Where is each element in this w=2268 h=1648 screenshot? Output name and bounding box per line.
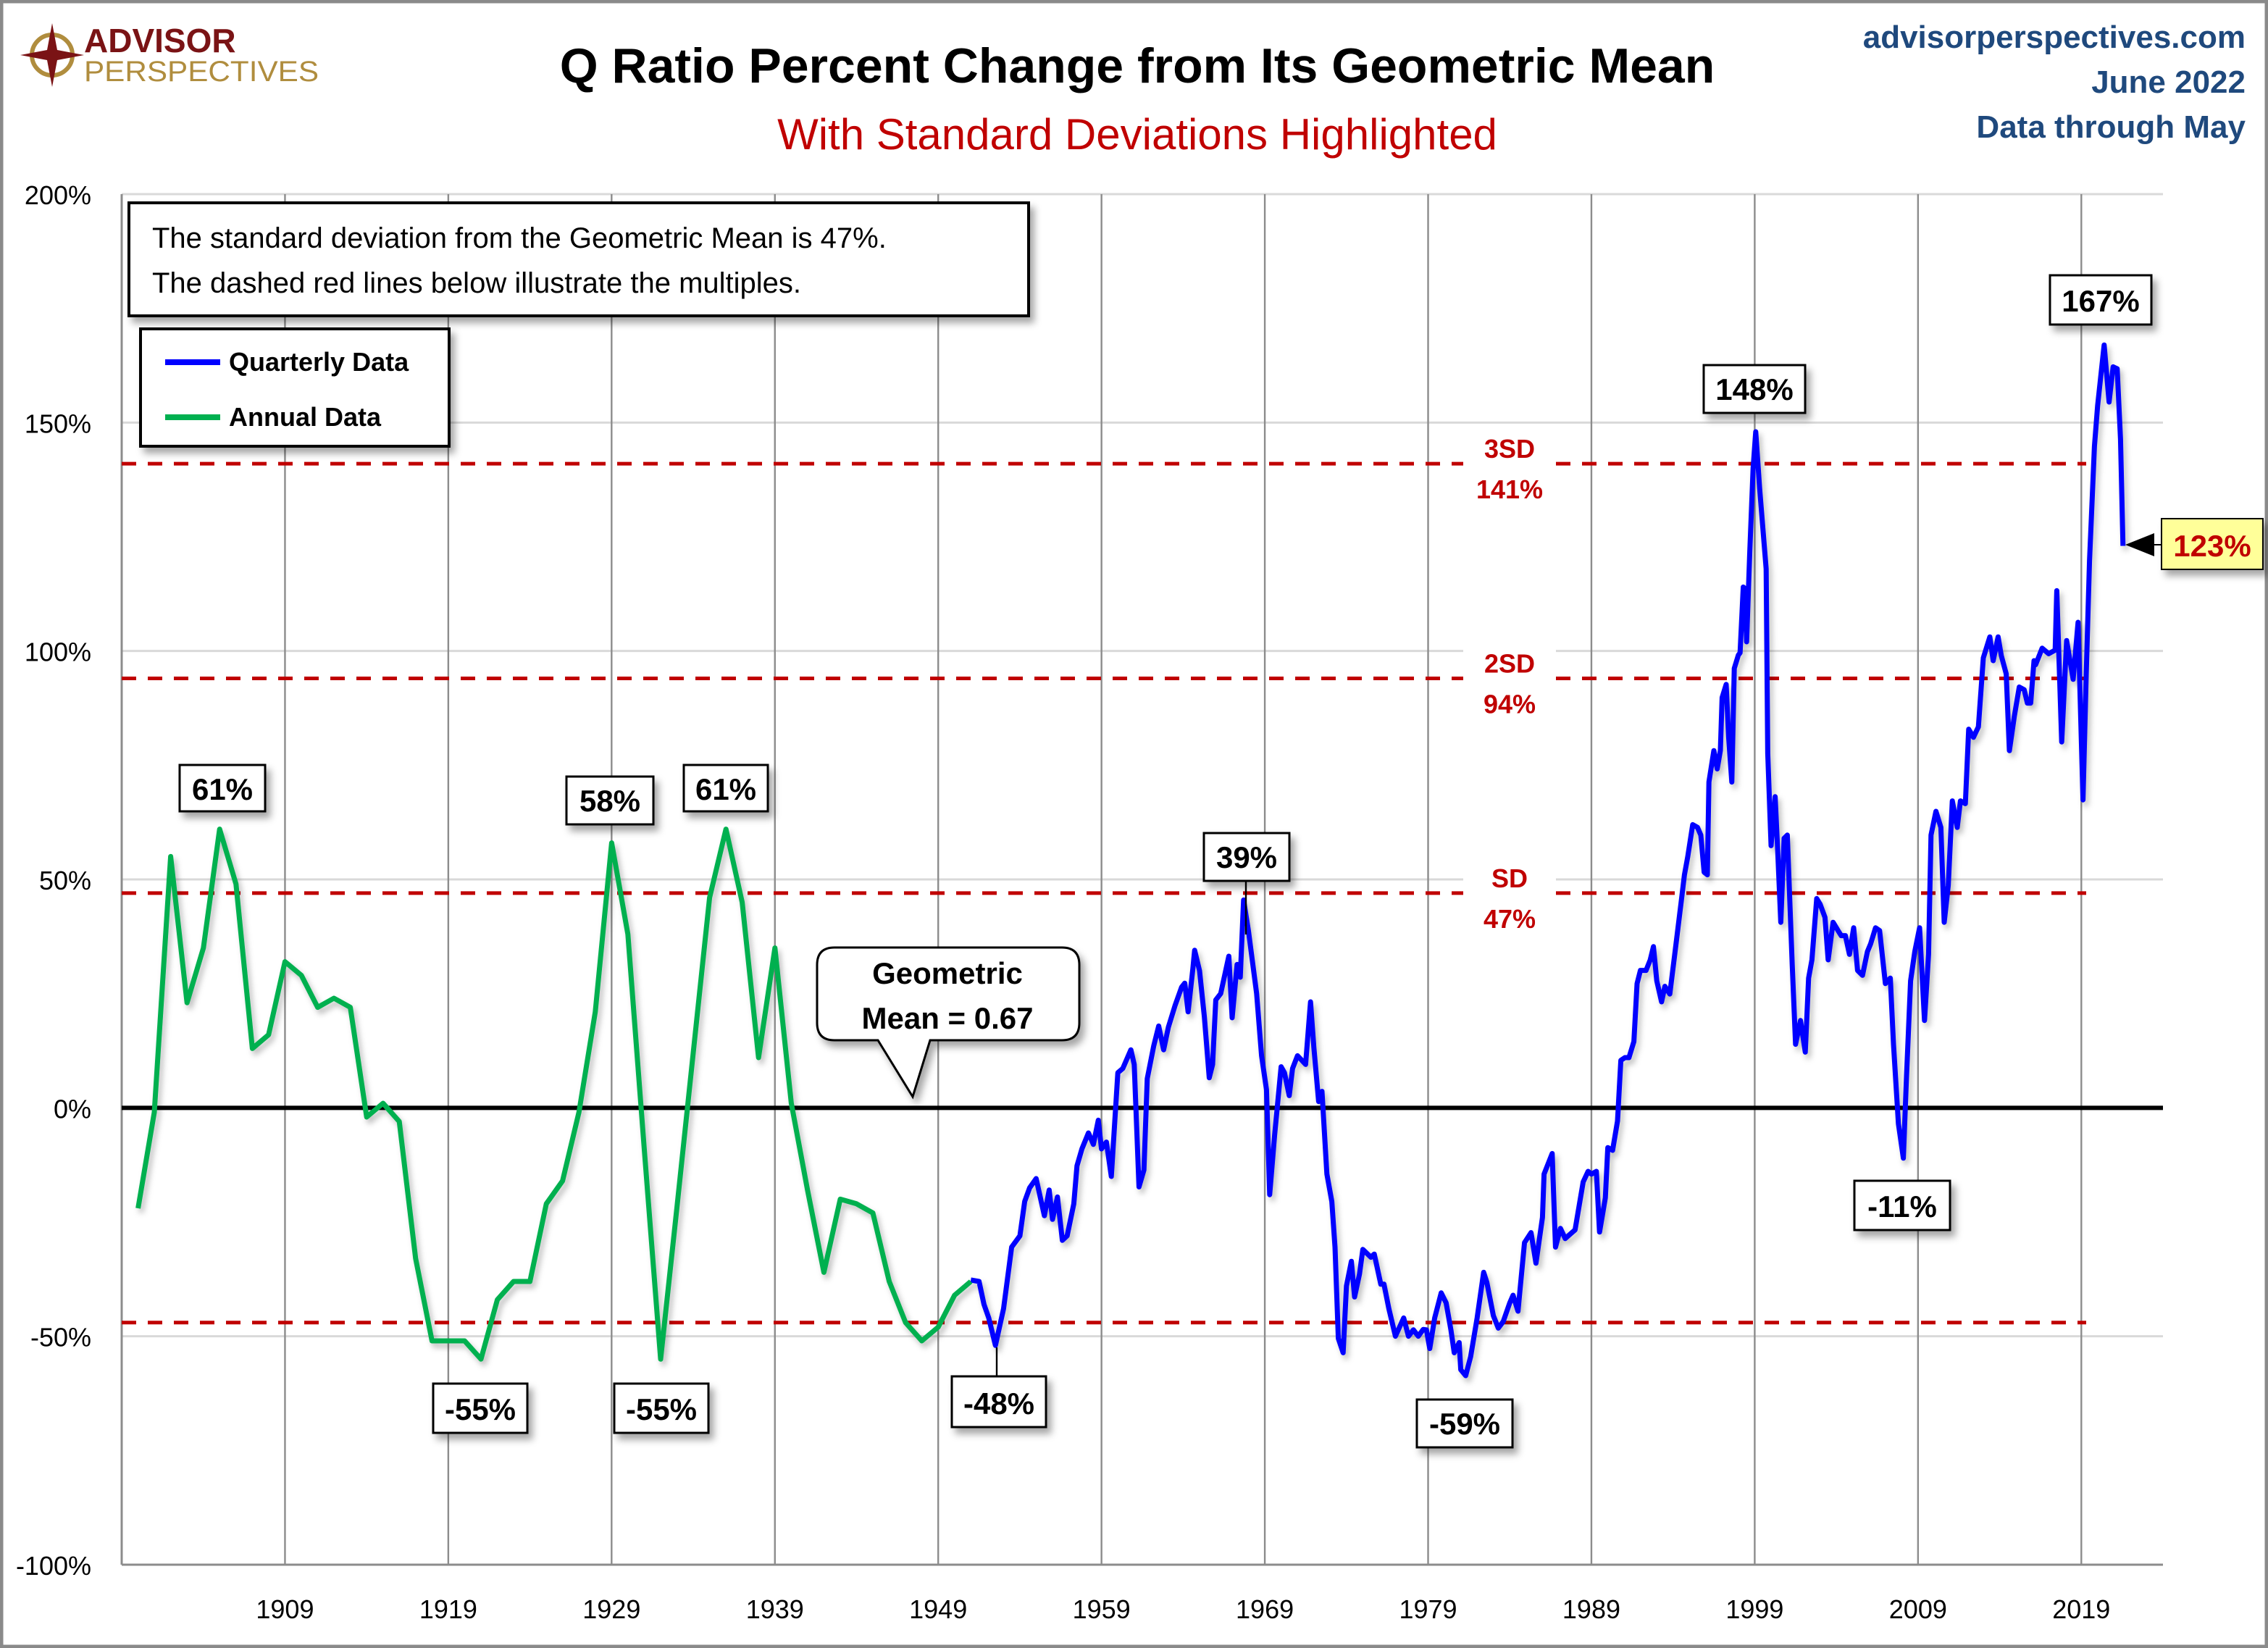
geometric-mean-callout <box>816 946 1081 1100</box>
y-tick-label: -100% <box>16 1551 91 1581</box>
callout-peak-2021: 167% <box>2049 274 2153 326</box>
svg-text:123%: 123% <box>2173 529 2251 563</box>
sd-value-label: 94% <box>1484 690 1536 719</box>
legend-label-annual: Annual Data <box>229 402 382 432</box>
y-tick-label: 50% <box>39 866 91 895</box>
y-tick-label: -50% <box>30 1323 91 1352</box>
x-tick-label: 1919 <box>419 1594 477 1624</box>
callout-peak-1936: 61% <box>682 764 769 813</box>
x-tick-label: 2019 <box>2052 1594 2110 1624</box>
callout-peak-1929: 58% <box>565 775 655 826</box>
svg-text:167%: 167% <box>2062 284 2139 318</box>
quarterly-data-line <box>970 342 2126 1379</box>
svg-text:-48%: -48% <box>963 1386 1034 1421</box>
x-tick-label: 1939 <box>746 1594 804 1624</box>
svg-text:39%: 39% <box>1216 840 1277 874</box>
y-tick-label: 0% <box>54 1094 91 1124</box>
y-tick-label: 150% <box>25 409 91 438</box>
svg-text:58%: 58% <box>579 784 640 818</box>
callout-latest-value: 123% <box>2125 518 2264 570</box>
sd-label-background <box>1463 643 1556 716</box>
legend-label-quarterly: Quarterly Data <box>229 347 409 377</box>
x-tick-label: 1989 <box>1562 1594 1620 1624</box>
callout-trough-1921: -55% <box>432 1382 529 1434</box>
x-tick-label: 1949 <box>909 1594 967 1624</box>
compass-star-icon <box>20 23 84 87</box>
data-through: Data through May <box>1976 109 2246 145</box>
svg-text:148%: 148% <box>1715 372 1793 406</box>
sd-label: 2SD <box>1484 649 1535 679</box>
callout-peak-1999: 148% <box>1702 364 1807 414</box>
note-line-1: The standard deviation from the Geometri… <box>152 222 887 254</box>
site-url: advisorperspectives.com <box>1863 20 2246 55</box>
logo-line-1: ADVISOR <box>84 22 236 59</box>
x-tick-label: 1969 <box>1236 1594 1294 1624</box>
svg-text:-59%: -59% <box>1429 1407 1500 1441</box>
x-tick-label: 1979 <box>1399 1594 1457 1624</box>
svg-text:-55%: -55% <box>445 1392 516 1426</box>
legend: Quarterly Data Annual Data <box>139 327 451 448</box>
sd-value-label: 47% <box>1484 904 1536 934</box>
svg-text:61%: 61% <box>192 772 253 806</box>
x-tick-label: 1959 <box>1073 1594 1131 1624</box>
sd-label-background <box>1463 858 1556 931</box>
logo-line-2: PERSPECTIVES <box>84 56 319 88</box>
callout-trough-1932: -55% <box>613 1382 710 1434</box>
note-box <box>127 201 1030 317</box>
value-callouts: 61% 58% 61% 39% 148% 167% -55% - <box>178 274 2264 1449</box>
x-tick-label: 2009 <box>1889 1594 1947 1624</box>
arrow-left-icon <box>2125 533 2154 556</box>
series-lines <box>135 342 2126 1379</box>
svg-text:61%: 61% <box>695 772 756 806</box>
sd-reference-lines: 3SD 141% 2SD 94% SD 47% <box>122 429 2163 1325</box>
sd-label: 3SD <box>1484 434 1535 464</box>
publish-date: June 2022 <box>2091 64 2246 100</box>
callout-trough-2008: -11% <box>1853 1179 1951 1231</box>
callout-peak-1968: 39% <box>1202 832 1291 934</box>
x-axis-ticks: 1909 1919 1929 1939 1949 1959 1969 1979 1989 1999… <box>256 1594 2110 1624</box>
svg-text:-55%: -55% <box>626 1392 697 1426</box>
x-tick-label: 1929 <box>582 1594 640 1624</box>
advisor-perspectives-logo: ADVISOR PERSPECTIVES <box>20 22 319 88</box>
chart-title: Q Ratio Percent Change from Its Geometri… <box>560 38 1715 93</box>
y-tick-label: 200% <box>25 180 91 210</box>
x-tick-label: 1909 <box>256 1594 314 1624</box>
y-tick-label: 100% <box>25 637 91 667</box>
geometric-mean-line-2: Mean = 0.67 <box>862 1001 1034 1035</box>
callout-trough-1981: -59% <box>1415 1398 1514 1449</box>
note-line-2: The dashed red lines below illustrate th… <box>152 267 801 299</box>
geometric-mean-line-1: Geometric <box>872 956 1023 990</box>
annual-data-line <box>135 827 973 1362</box>
x-tick-label: 1999 <box>1725 1594 1783 1624</box>
chart-subtitle: With Standard Deviations Highlighted <box>777 110 1497 159</box>
sd-label-background <box>1463 429 1556 502</box>
callout-trough-1952: -48% <box>950 1347 1047 1429</box>
callout-peak-1905: 61% <box>178 764 267 813</box>
sd-value-label: 141% <box>1476 474 1543 504</box>
sd-label: SD <box>1491 863 1528 893</box>
svg-text:-11%: -11% <box>1867 1189 1937 1224</box>
y-axis-ticks: 200% 150% 100% 50% 0% -50% -100% <box>16 180 91 1581</box>
